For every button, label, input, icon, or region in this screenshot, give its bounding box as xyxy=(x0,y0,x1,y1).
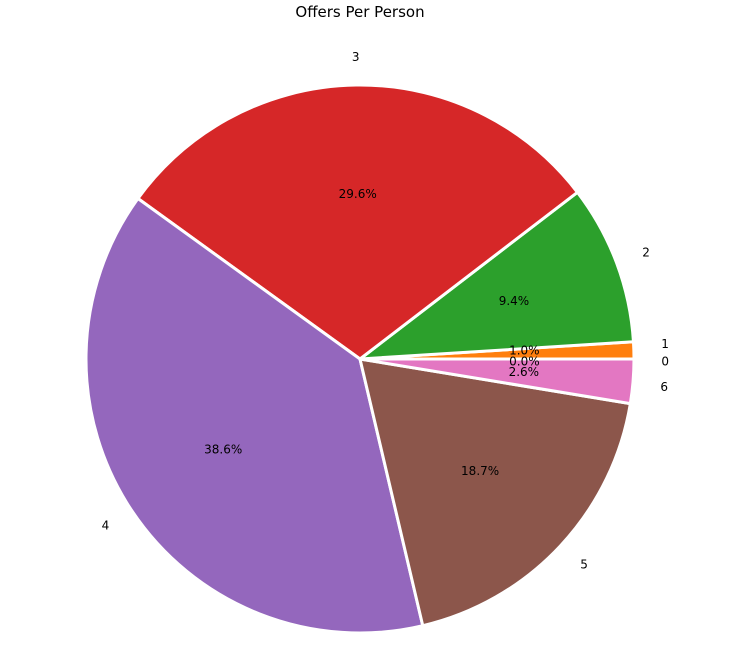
slice-label-1: 1 xyxy=(661,337,669,351)
chart-title: Offers Per Person xyxy=(295,3,424,21)
slice-label-4: 4 xyxy=(102,519,110,533)
slice-percent-3: 29.6% xyxy=(339,187,377,201)
slice-percent-4: 38.6% xyxy=(204,443,242,457)
slice-label-6: 6 xyxy=(660,380,668,394)
pie-labels: 0 0.0% 1 1.0% 2 9.4% 3 29.6% 4 38.6% 5 18.7% 6 2.6% xyxy=(102,50,669,571)
slice-label-5: 5 xyxy=(580,557,588,571)
slice-label-0: 0 xyxy=(661,355,669,369)
slice-label-2: 2 xyxy=(642,246,650,260)
slice-percent-6: 2.6% xyxy=(509,365,540,379)
pie-slice-5 xyxy=(358,357,632,628)
slice-percent-5: 18.7% xyxy=(461,464,499,478)
slice-percent-1: 1.0% xyxy=(509,343,540,357)
pie-slices xyxy=(84,83,636,635)
pie-slice-6 xyxy=(358,357,636,406)
slice-label-3: 3 xyxy=(352,50,360,64)
slice-percent-0: 0.0% xyxy=(509,355,540,369)
pie-slice-3 xyxy=(136,83,579,361)
pie-slice-2 xyxy=(358,190,635,361)
slice-percent-2: 9.4% xyxy=(499,294,530,308)
pie-slice-4 xyxy=(84,197,425,635)
